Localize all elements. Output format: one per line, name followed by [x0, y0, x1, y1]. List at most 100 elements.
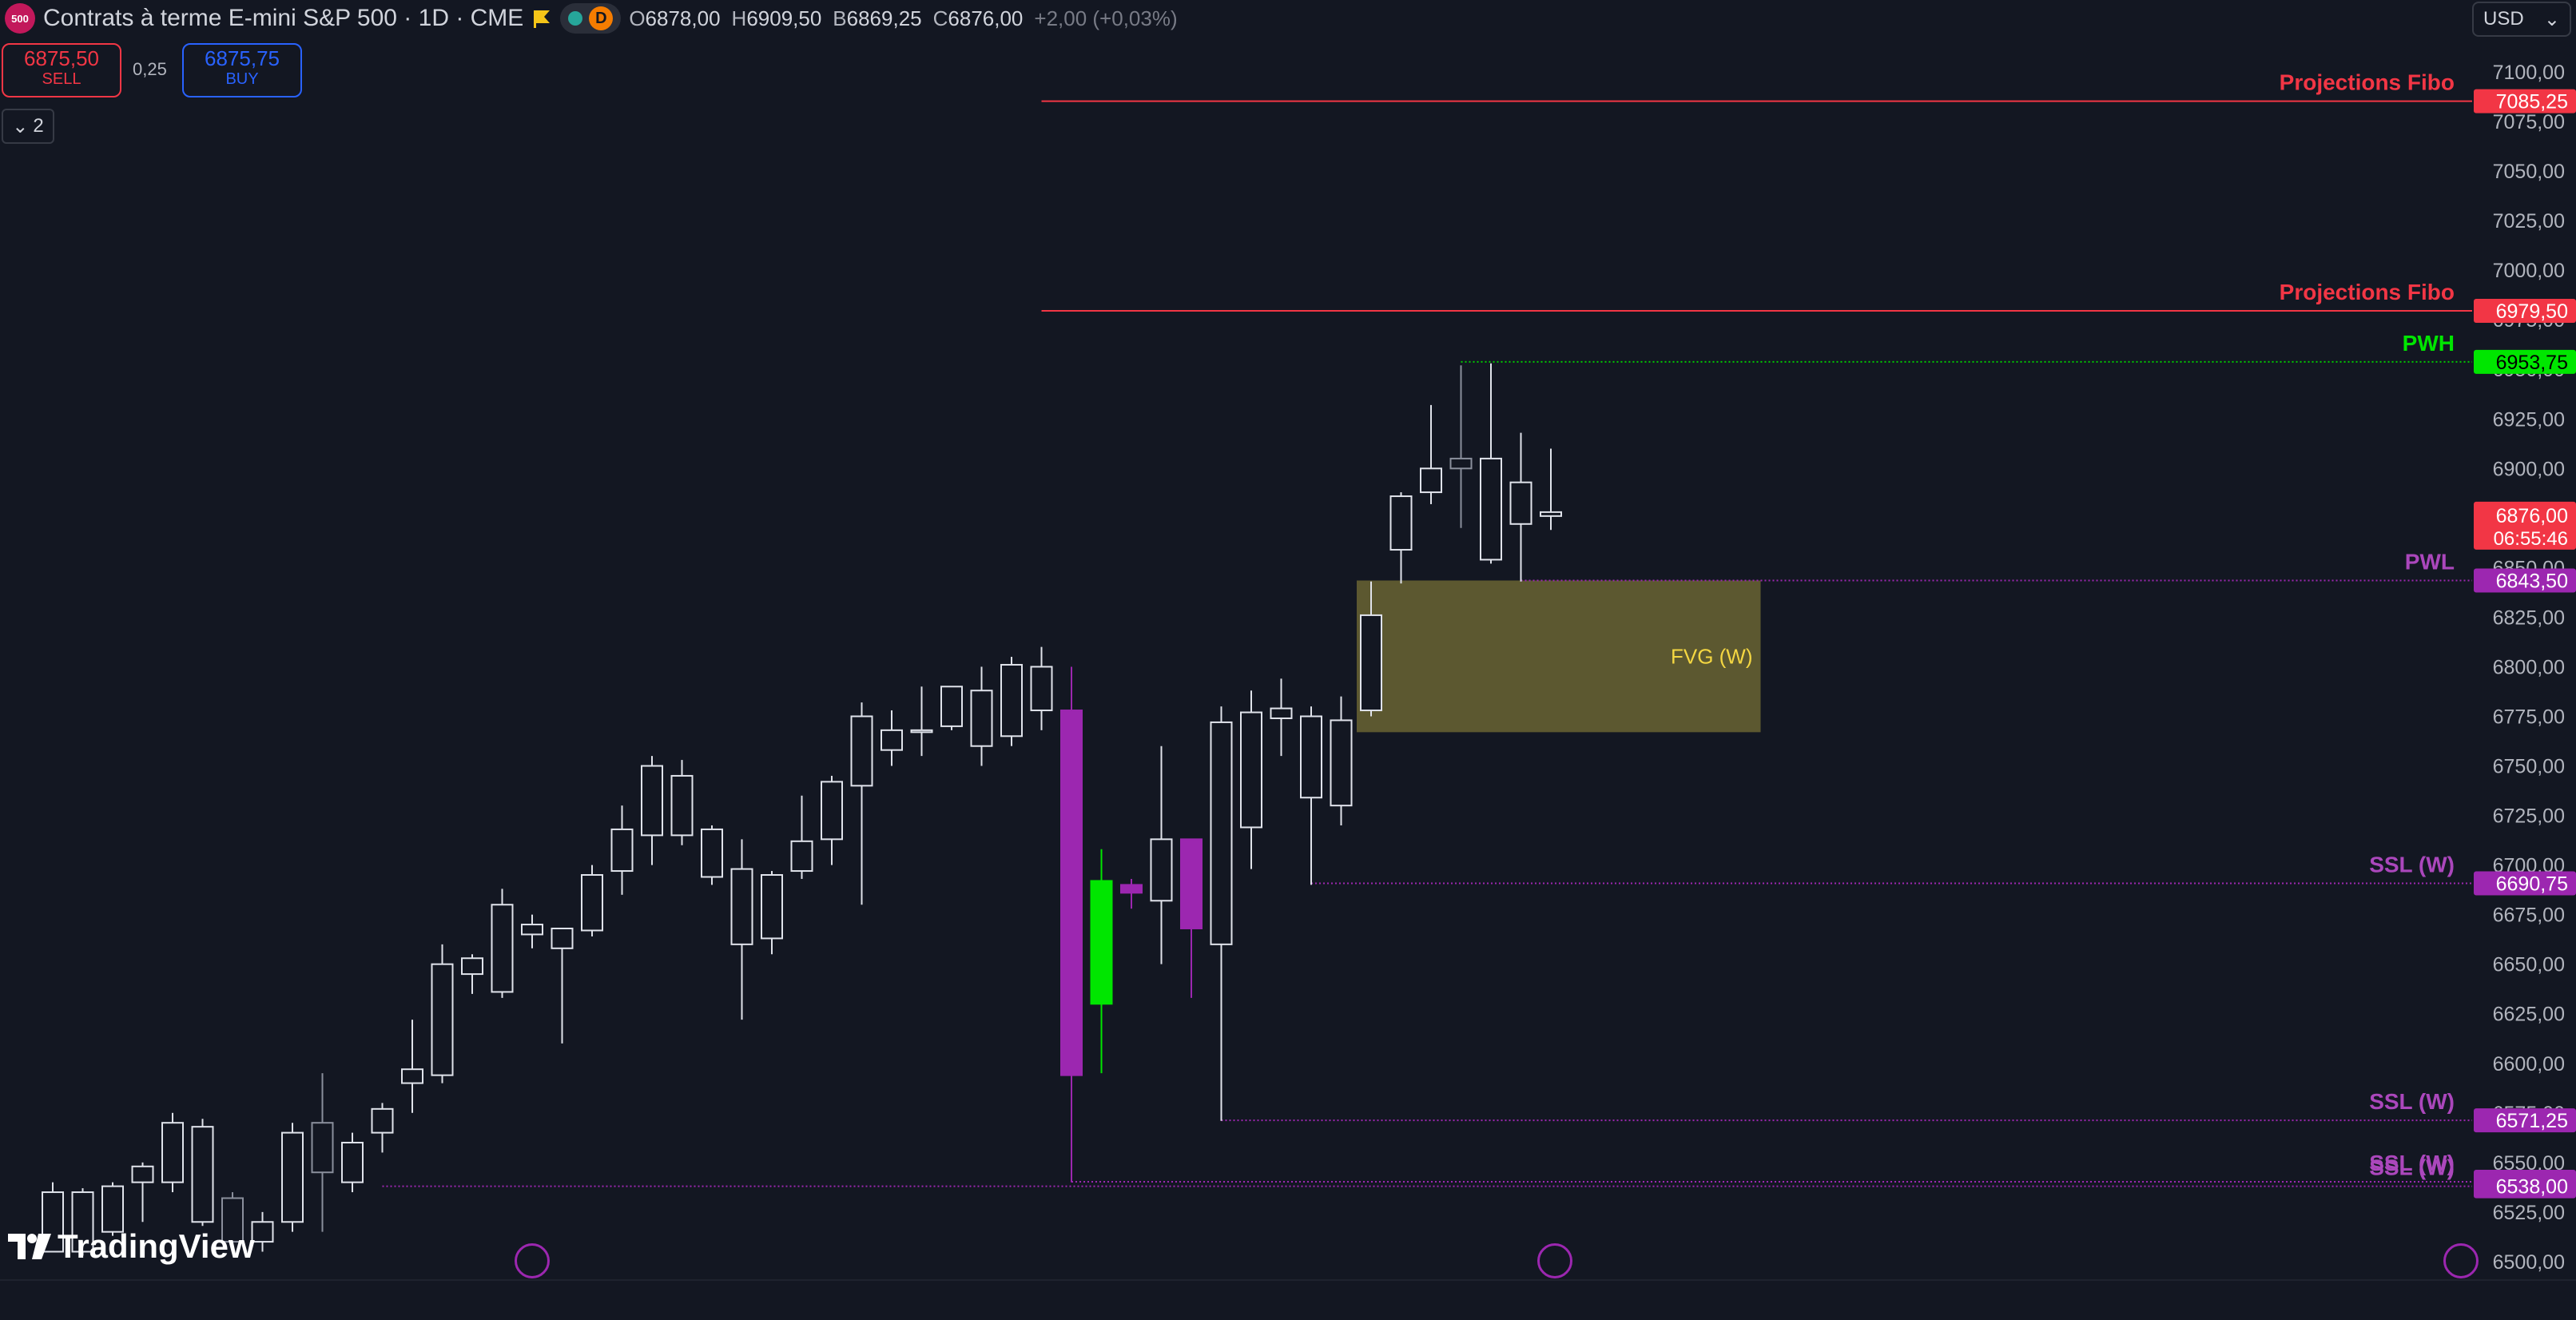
y-tick-label: 6500,00 [2493, 1251, 2565, 1274]
level-label: SSL (W) [2369, 853, 2455, 877]
y-tick-label: 6650,00 [2493, 954, 2565, 976]
candle-body [491, 904, 514, 993]
y-tick-label: 6750,00 [2493, 756, 2565, 778]
last-price-text: 6876,00 [2496, 505, 2568, 527]
candle-body [131, 1165, 154, 1183]
symbol-title[interactable]: Contrats à terme E-mini S&P 500 · 1D · C… [43, 5, 524, 31]
candle-body [670, 774, 694, 837]
level-label: SSL (W) [2369, 1089, 2455, 1114]
candle-body [1449, 457, 1473, 470]
sell-price: 6875,50 [24, 46, 99, 70]
candle-body [1270, 707, 1293, 719]
level-price-tag-text: 6843,50 [2496, 571, 2568, 593]
level-price-tag [2474, 871, 2576, 896]
level-price-tag-text: 6979,50 [2496, 300, 2568, 323]
candle-body [610, 828, 634, 873]
ohlc-close: C6876,00 [932, 6, 1024, 30]
y-tick-label: 6925,00 [2493, 408, 2565, 431]
y-tick-label: 7050,00 [2493, 161, 2565, 183]
y-tick-label: 6525,00 [2493, 1202, 2565, 1224]
candle-body [641, 765, 663, 837]
sell-button[interactable]: 6875,50 SELL [2, 43, 121, 97]
flag-icon[interactable] [531, 8, 552, 29]
level-label: Projections Fibo [2280, 280, 2455, 304]
fvg-label: FVG (W) [1671, 644, 1753, 668]
level-label: Projections Fibo [2280, 70, 2455, 95]
market-status-pill[interactable]: D [560, 3, 622, 34]
y-tick-label: 6625,00 [2493, 1004, 2565, 1026]
buy-button[interactable]: 6875,75 BUY [182, 43, 302, 97]
candle-body [761, 874, 783, 940]
y-tick-label: 6800,00 [2493, 656, 2565, 678]
level-label: PWL [2405, 550, 2455, 575]
y-tick-label: 6900,00 [2493, 458, 2565, 480]
candle-body [821, 781, 843, 841]
level-label: PWH [2403, 331, 2455, 356]
candle-body [281, 1131, 304, 1223]
candle-body [1120, 884, 1143, 894]
level-price-tag-text: 6690,75 [2496, 873, 2568, 896]
price-chart[interactable]: FVG (W) 7100,00 7075,00 7050,00 7025,00 7000,… [0, 37, 2576, 1283]
price-axis[interactable] [2472, 37, 2576, 1267]
interval-badge: D [589, 6, 614, 30]
countdown-text: 06:55:46 [2494, 528, 2568, 550]
market-open-icon [568, 11, 583, 26]
candle-body [1090, 880, 1113, 1005]
candle-body [1150, 838, 1173, 902]
indicators-count: 2 [33, 115, 44, 137]
candle-body [311, 1122, 334, 1174]
candle-body [431, 963, 454, 1076]
chevron-down-icon: ⌄ [12, 115, 29, 137]
level-price-tag [2474, 1174, 2576, 1199]
level-price-tag [2474, 349, 2576, 374]
candle-body [1389, 495, 1413, 551]
candle-body [1180, 838, 1203, 930]
candle-body [1210, 721, 1233, 945]
candle-body [1509, 481, 1532, 525]
candle-body [581, 874, 603, 932]
ohlc-readout: O6878,00 H6909,50 B6869,25 C6876,00 +2,0… [629, 6, 1177, 31]
candle-body [730, 868, 753, 945]
tradingview-logo-text: TradingView [58, 1227, 255, 1265]
candle-body [551, 928, 574, 949]
tradingview-logo[interactable]: TradingView [8, 1227, 255, 1266]
currency-select[interactable]: USD ⌄ [2472, 2, 2571, 37]
y-tick-label: 6725,00 [2493, 805, 2565, 828]
spread-value: 0,25 [133, 59, 167, 79]
level-price-tag [2474, 89, 2576, 113]
y-tick-label: 7000,00 [2493, 260, 2565, 282]
candle-body [251, 1221, 274, 1243]
symbol-logo[interactable]: 500 [5, 3, 35, 34]
alert-lightning-icon[interactable] [1537, 1243, 1572, 1278]
candle-body [1030, 666, 1053, 712]
indicators-toggle[interactable]: ⌄ 2 [2, 109, 54, 144]
ohlc-change: +2,00 (+0,03%) [1034, 6, 1178, 30]
candle-body [101, 1185, 124, 1233]
y-tick-label: 7075,00 [2493, 111, 2565, 133]
candle-body [521, 924, 543, 936]
candle-body [701, 828, 723, 878]
level-price-tag [2474, 299, 2576, 324]
level-price-tag-text: 6953,75 [2496, 352, 2568, 374]
chevron-down-icon: ⌄ [2543, 8, 2560, 30]
candle-body [910, 729, 933, 734]
y-tick-label: 6600,00 [2493, 1053, 2565, 1075]
candle-body [1060, 710, 1083, 1076]
candle-body [1240, 711, 1262, 829]
candle-body [341, 1142, 364, 1183]
scroll-forward-icon[interactable] [2443, 1243, 2479, 1278]
level-price-tag-text: 6571,25 [2496, 1110, 2568, 1132]
candle-body [1330, 719, 1353, 807]
sell-label: SELL [42, 70, 81, 88]
candle-body [1480, 457, 1502, 561]
replay-icon[interactable] [515, 1243, 550, 1278]
candle-body [790, 840, 813, 873]
buy-label: BUY [225, 70, 259, 88]
header-bar: 500 Contrats à terme E-mini S&P 500 · 1D… [0, 0, 1178, 37]
candle-body [371, 1107, 394, 1134]
level-price-tag-text: 7085,25 [2496, 91, 2568, 113]
candle-body [970, 690, 993, 747]
last-price-tag [2474, 501, 2576, 550]
currency-label: USD [2483, 8, 2524, 30]
candle-body [940, 686, 963, 727]
